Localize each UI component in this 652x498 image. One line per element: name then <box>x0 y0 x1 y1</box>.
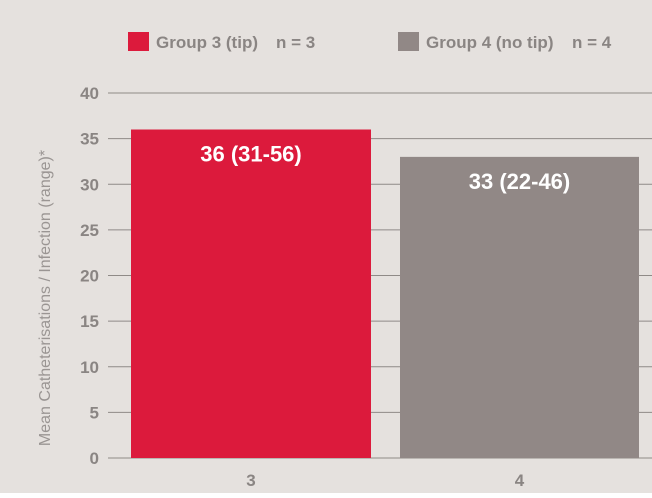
bar-value-label-4: 33 (22-46) <box>469 169 571 194</box>
legend-n-group-4: n = 4 <box>572 33 612 52</box>
y-tick-label-10: 10 <box>80 358 99 377</box>
y-tick-label-35: 35 <box>80 130 99 149</box>
bar-4 <box>400 156 639 458</box>
x-tick-label-3: 3 <box>246 471 255 490</box>
legend-swatch-group-4 <box>398 32 419 51</box>
x-tick-label-4: 4 <box>515 471 525 490</box>
legend-swatch-group-3 <box>128 32 149 51</box>
legend: Group 3 (tip) n = 3 Group 4 (no tip) n =… <box>128 32 612 52</box>
y-tick-label-5: 5 <box>90 403 99 422</box>
y-tick-label-25: 25 <box>80 221 99 240</box>
bars: 36 (31-56) 33 (22-46) <box>131 129 639 458</box>
y-axis-label: Mean Catheterisations / Infection (range… <box>37 150 54 446</box>
y-tick-labels: 0 5 10 15 20 25 30 35 40 <box>80 84 99 468</box>
legend-label-group-3: Group 3 (tip) <box>156 33 258 52</box>
legend-n-group-3: n = 3 <box>276 33 315 52</box>
y-tick-label-0: 0 <box>90 449 99 468</box>
y-tick-label-20: 20 <box>80 267 99 286</box>
y-tick-label-40: 40 <box>80 84 99 103</box>
bar-value-label-3: 36 (31-56) <box>200 142 302 167</box>
y-tick-label-15: 15 <box>80 312 99 331</box>
y-tick-label-30: 30 <box>80 175 99 194</box>
bar-3 <box>131 129 371 458</box>
legend-label-group-4: Group 4 (no tip) <box>426 33 553 52</box>
